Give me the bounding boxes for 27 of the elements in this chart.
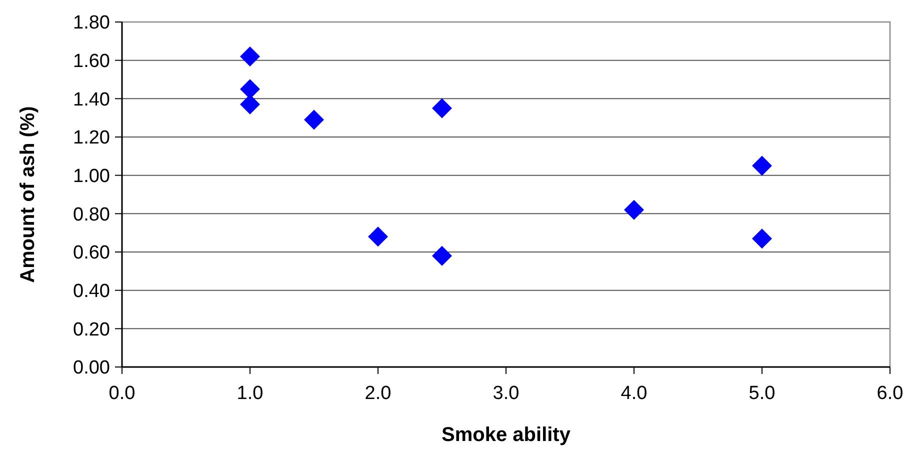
point <box>752 228 772 249</box>
y-tick-label: 0.40 <box>73 280 110 302</box>
y-tick-label: 0.60 <box>73 242 110 264</box>
x-tick-label: 0.0 <box>108 383 136 404</box>
y-tick-label: 1.60 <box>73 50 110 72</box>
y-axis-title: Amount of ash (%) <box>17 106 39 283</box>
x-axis-title: Smoke ability <box>442 424 572 446</box>
point <box>624 200 644 220</box>
y-tick-label: 1.00 <box>73 166 110 187</box>
y-tick-label: 0.20 <box>73 319 110 340</box>
x-tick-label: 6.0 <box>876 383 904 404</box>
y-tick-label: 0.00 <box>73 358 110 379</box>
x-tick-label: 5.0 <box>748 383 776 404</box>
x-tick-label: 4.0 <box>620 383 648 404</box>
point <box>368 226 388 247</box>
y-tick-label: 1.20 <box>73 128 110 149</box>
y-tick-label: 1.40 <box>73 89 110 110</box>
x-tick-label: 1.0 <box>236 383 264 404</box>
point <box>304 110 324 130</box>
point <box>432 246 452 266</box>
point <box>752 156 772 176</box>
point <box>432 98 452 118</box>
y-tick-label: 0.80 <box>73 204 110 226</box>
y-tick-label: 1.80 <box>73 12 110 34</box>
x-tick-label: 2.0 <box>364 383 392 404</box>
x-tick-label: 3.0 <box>492 383 520 404</box>
point <box>240 46 260 66</box>
